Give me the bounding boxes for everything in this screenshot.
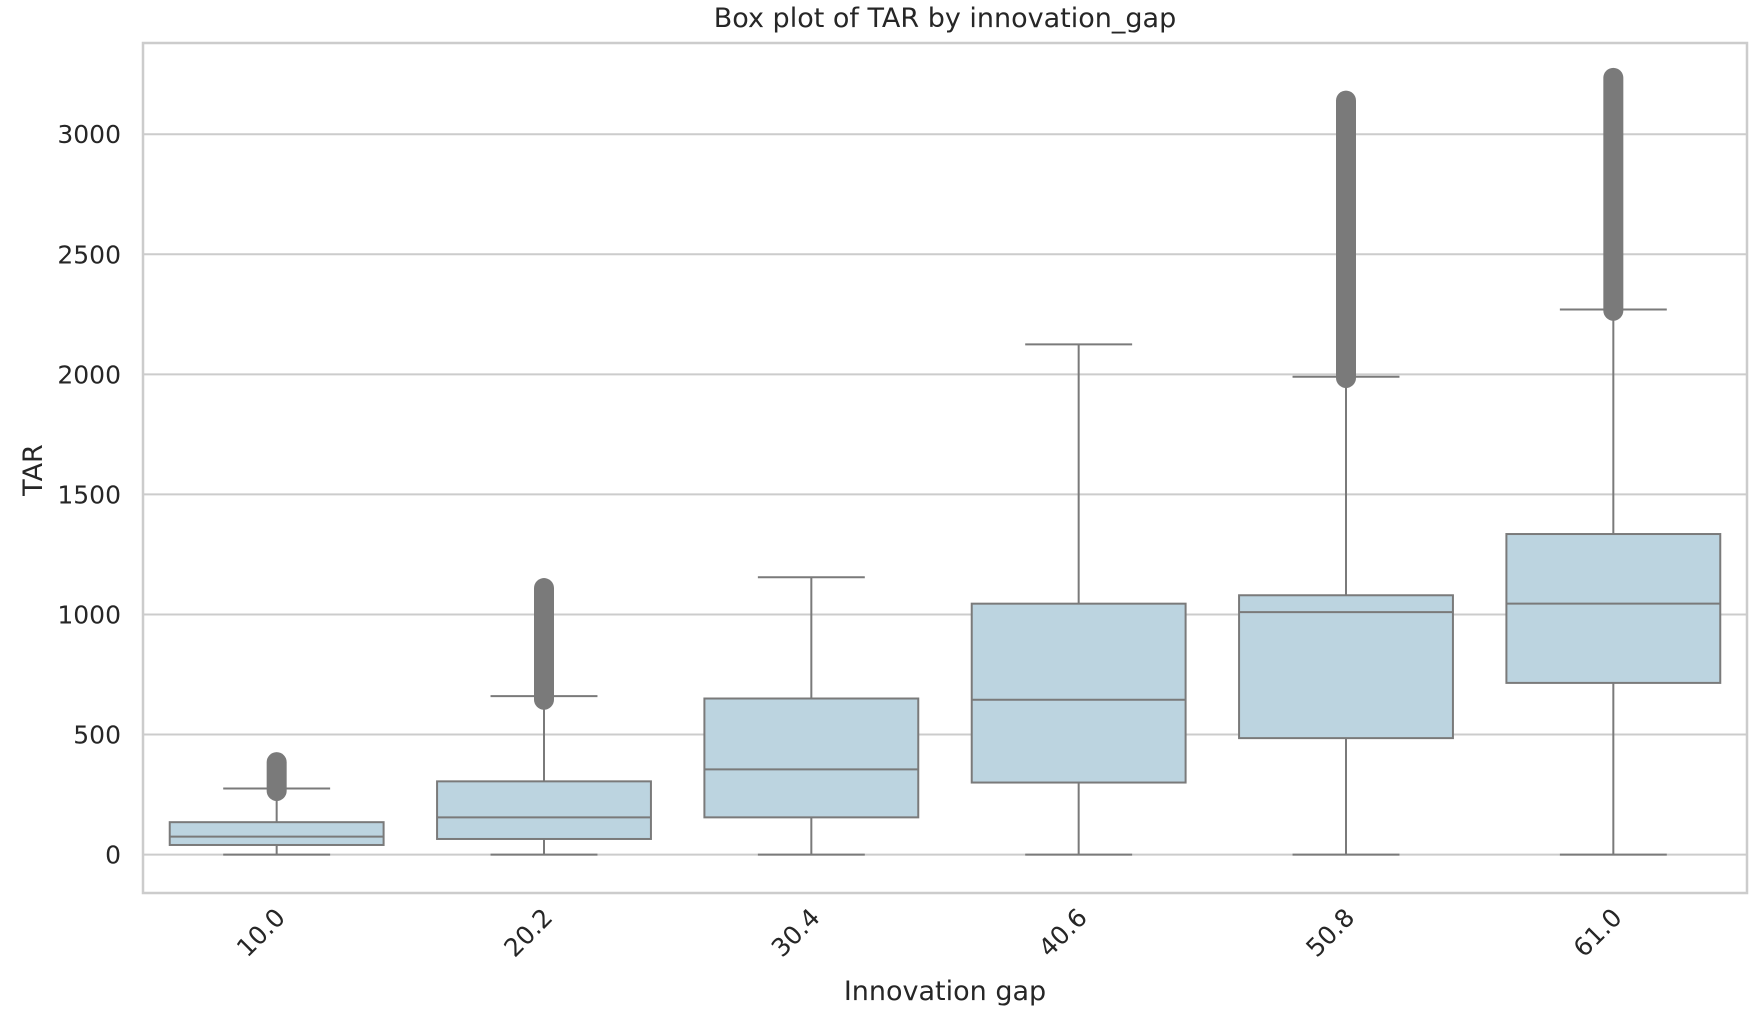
y-tick-label: 2500 bbox=[57, 240, 121, 269]
box-group bbox=[436, 578, 652, 856]
box-group bbox=[168, 752, 385, 856]
boxes bbox=[168, 67, 1722, 856]
chart-title: Box plot of TAR by innovation_gap bbox=[714, 3, 1176, 34]
box-iqr bbox=[970, 602, 1187, 784]
y-tick-label: 0 bbox=[105, 841, 121, 870]
y-tick-labels: 0 500 1000 1500 2000 2500 3000 bbox=[57, 120, 121, 869]
x-tick-label: 50.8 bbox=[1300, 903, 1360, 963]
x-tick-label: 40.6 bbox=[1033, 903, 1093, 963]
y-axis-title: TAR bbox=[18, 444, 49, 497]
y-tick-label: 500 bbox=[73, 721, 121, 750]
x-tick-label: 20.2 bbox=[498, 903, 558, 963]
y-tick-label: 1000 bbox=[57, 600, 121, 629]
box-iqr bbox=[1238, 594, 1454, 740]
x-tick-label: 10.0 bbox=[231, 903, 291, 963]
box-iqr bbox=[436, 780, 652, 840]
y-tick-label: 1500 bbox=[57, 480, 121, 509]
y-tick-label: 2000 bbox=[57, 360, 121, 389]
y-tick-label: 3000 bbox=[57, 120, 121, 149]
box-group bbox=[1505, 67, 1722, 856]
x-tick-label: 30.4 bbox=[766, 903, 826, 963]
grid-lines bbox=[143, 133, 1747, 856]
plot-frame bbox=[141, 41, 1749, 895]
x-axis-title: Innovation gap bbox=[844, 976, 1046, 1007]
box-iqr bbox=[703, 697, 920, 819]
box-group bbox=[703, 576, 920, 856]
box-iqr bbox=[168, 821, 385, 846]
x-tick-label: 61.0 bbox=[1568, 903, 1628, 963]
box-group bbox=[1238, 90, 1454, 856]
x-tick-labels: 10.0 20.2 30.4 40.6 50.8 61.0 bbox=[231, 903, 1628, 963]
box-iqr bbox=[1505, 533, 1722, 684]
box-group bbox=[970, 343, 1187, 856]
